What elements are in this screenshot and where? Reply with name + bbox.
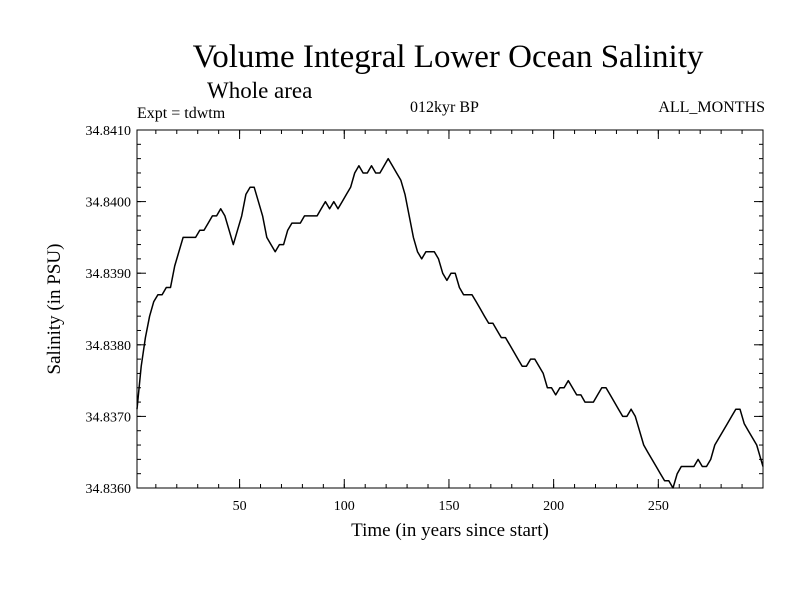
x-tick-label: 100 <box>334 499 355 514</box>
season-label: ALL_MONTHS <box>658 99 765 116</box>
axis-tick-labels: 50 100 150 200 250 34.8360 34.8370 34.8380 34.83… <box>86 124 669 514</box>
experiment-label: Expt = tdwtm <box>137 105 226 122</box>
chart-title: Volume Integral Lower Ocean Salinity <box>192 39 704 75</box>
salinity-series-line <box>136 157 764 489</box>
y-tick-label: 34.8400 <box>86 196 132 211</box>
period-label: 012kyr BP <box>410 99 479 116</box>
y-axis-label: Salinity (in PSU) <box>44 244 65 375</box>
y-tick-label: 34.8410 <box>86 124 132 139</box>
x-tick-label: 250 <box>648 499 669 514</box>
y-tick-label: 34.8360 <box>86 482 132 497</box>
y-tick-label: 34.8380 <box>86 339 132 354</box>
y-tick-label: 34.8370 <box>86 410 132 425</box>
x-tick-label: 200 <box>543 499 564 514</box>
x-tick-label: 150 <box>438 499 459 514</box>
y-tick-label: 34.8390 <box>86 267 132 282</box>
plot-frame <box>136 129 764 489</box>
x-axis-label: Time (in years since start) <box>351 520 549 541</box>
chart-subtitle: Whole area <box>207 78 313 103</box>
axis-ticks <box>137 129 763 489</box>
x-tick-label: 50 <box>233 499 247 514</box>
